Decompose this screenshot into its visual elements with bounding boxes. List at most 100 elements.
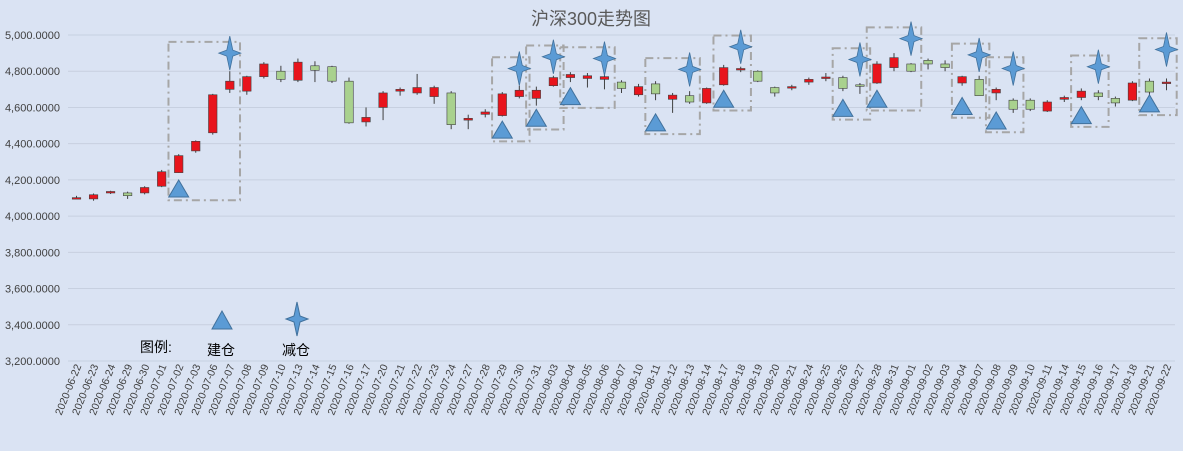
- sell-star-marker: [541, 39, 566, 74]
- candle-body: [88, 194, 99, 200]
- candle-body: [208, 94, 218, 134]
- sell-star-marker: [967, 37, 992, 73]
- buy-triangle-marker: [559, 86, 582, 106]
- candle-body: [1093, 92, 1103, 97]
- candle-body: [838, 77, 848, 89]
- sell-star-marker: [898, 21, 924, 56]
- candle-body: [633, 86, 644, 96]
- y-tick-label: 4,000.0000: [5, 211, 60, 223]
- candle-body: [582, 75, 592, 79]
- legend-heading: 图例:: [140, 339, 172, 355]
- highlight-box: [491, 56, 531, 143]
- buy-triangle-marker: [491, 120, 514, 139]
- candle-body: [974, 79, 984, 96]
- highlight-box: [1070, 54, 1110, 128]
- candle-body: [157, 171, 167, 187]
- legend: 图例: 建仓 减仓: [140, 301, 310, 358]
- candle-body: [685, 95, 695, 103]
- candle-body: [702, 88, 712, 104]
- candle-body: [906, 63, 916, 72]
- buy-triangle-marker: [1138, 93, 1161, 113]
- candle-body: [770, 87, 780, 94]
- gridlines: [68, 34, 1175, 362]
- highlight-box: [831, 47, 872, 121]
- highlight-box: [865, 26, 923, 112]
- buy-triangle-marker: [712, 89, 735, 108]
- candle-body: [923, 60, 933, 65]
- candle-body: [140, 187, 150, 194]
- y-tick-label: 3,200.0000: [5, 356, 60, 368]
- candle-body: [310, 65, 320, 71]
- highlight-box: [1138, 37, 1178, 117]
- buy-triangle-marker: [525, 108, 548, 127]
- buy-triangle-marker: [985, 111, 1008, 130]
- candle-body: [1110, 98, 1120, 104]
- candle-body: [821, 76, 831, 79]
- y-tick-label: 3,400.0000: [5, 320, 60, 332]
- highlight-box: [644, 57, 701, 136]
- candle-body: [668, 94, 678, 100]
- highlight-box: [712, 34, 752, 112]
- candle-body: [957, 76, 967, 84]
- sell-star-marker: [1001, 51, 1026, 86]
- candle-body: [1161, 81, 1172, 84]
- highlight-box: [950, 42, 991, 119]
- candle-body: [565, 74, 575, 78]
- sell-star-marker: [217, 36, 242, 71]
- legend-buy-label: 建仓: [207, 342, 235, 358]
- highlight-box: [559, 46, 616, 109]
- candle-body: [446, 92, 456, 125]
- candle-body: [1127, 82, 1137, 101]
- candle-body: [940, 63, 950, 68]
- sell-star-marker: [847, 42, 873, 77]
- candle-body: [71, 197, 82, 200]
- candle-body: [1059, 97, 1069, 100]
- chart-title: 沪深300走势图: [531, 9, 651, 29]
- highlight-boxes: [167, 26, 1178, 202]
- sell-star-marker: [507, 51, 532, 86]
- candle-body: [889, 57, 899, 68]
- candle-body: [293, 61, 303, 81]
- candle-body: [225, 80, 235, 90]
- sell-star-marker: [677, 52, 702, 87]
- candle-body: [412, 87, 422, 94]
- y-tick-label: 5,000.0000: [5, 30, 60, 42]
- highlight-box: [984, 56, 1025, 134]
- y-tick-label: 4,600.0000: [5, 102, 60, 114]
- sell-star-icon: [284, 301, 310, 337]
- candle-body: [378, 92, 388, 108]
- candle-body: [514, 89, 524, 97]
- candle-body: [242, 76, 252, 92]
- legend-sell-label: 减仓: [282, 342, 310, 358]
- buy-triangle-icon: [211, 309, 233, 330]
- sell-star-marker: [1086, 49, 1111, 84]
- buy-triangle-marker: [866, 89, 888, 108]
- y-tick-label: 4,800.0000: [5, 66, 60, 78]
- candle-body: [855, 84, 865, 87]
- candlesticks: [71, 53, 1172, 201]
- candle-body: [991, 89, 1001, 94]
- candle-body: [1076, 90, 1086, 98]
- candle-body: [719, 67, 729, 86]
- signal-markers: [167, 21, 1179, 198]
- y-tick-label: 3,600.0000: [5, 284, 60, 296]
- candle-body: [1042, 101, 1052, 112]
- sell-star-marker: [592, 41, 617, 76]
- candle-body: [616, 81, 627, 89]
- candle-body: [804, 79, 814, 83]
- candle-body: [736, 68, 746, 71]
- candle-body: [1144, 80, 1155, 93]
- candle-body: [344, 80, 354, 124]
- candle-body: [753, 70, 763, 82]
- buy-triangle-marker: [1070, 105, 1093, 125]
- candle-body: [123, 192, 133, 196]
- candle-body: [651, 83, 661, 95]
- buy-triangle-marker: [644, 112, 667, 132]
- y-tick-label: 3,800.0000: [5, 247, 60, 259]
- candle-body: [497, 93, 507, 116]
- buy-triangle-marker: [832, 98, 854, 117]
- y-tick-label: 4,200.0000: [5, 175, 60, 187]
- candle-body: [872, 63, 882, 84]
